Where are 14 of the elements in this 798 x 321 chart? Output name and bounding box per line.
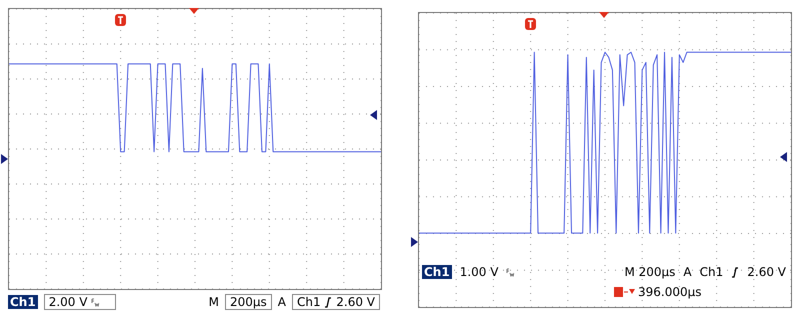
text: Ch1 — [8, 295, 38, 309]
text: A — [278, 295, 286, 309]
text: Ch1 — [296, 295, 321, 309]
annotation: 2.60 V — [747, 265, 786, 279]
annotation: M 200µs — [624, 265, 676, 279]
annotation: 1.00 V — [460, 265, 498, 279]
annotation: 396.000µs — [638, 285, 702, 299]
annotation: Ch1 — [700, 265, 724, 279]
text: 200µs — [224, 294, 272, 310]
annotation: A — [683, 265, 692, 279]
text: 2.60 V — [336, 295, 375, 309]
text: 2.00 V — [44, 294, 116, 310]
annotation: Ch1 — [422, 265, 452, 279]
text: M — [208, 295, 219, 309]
